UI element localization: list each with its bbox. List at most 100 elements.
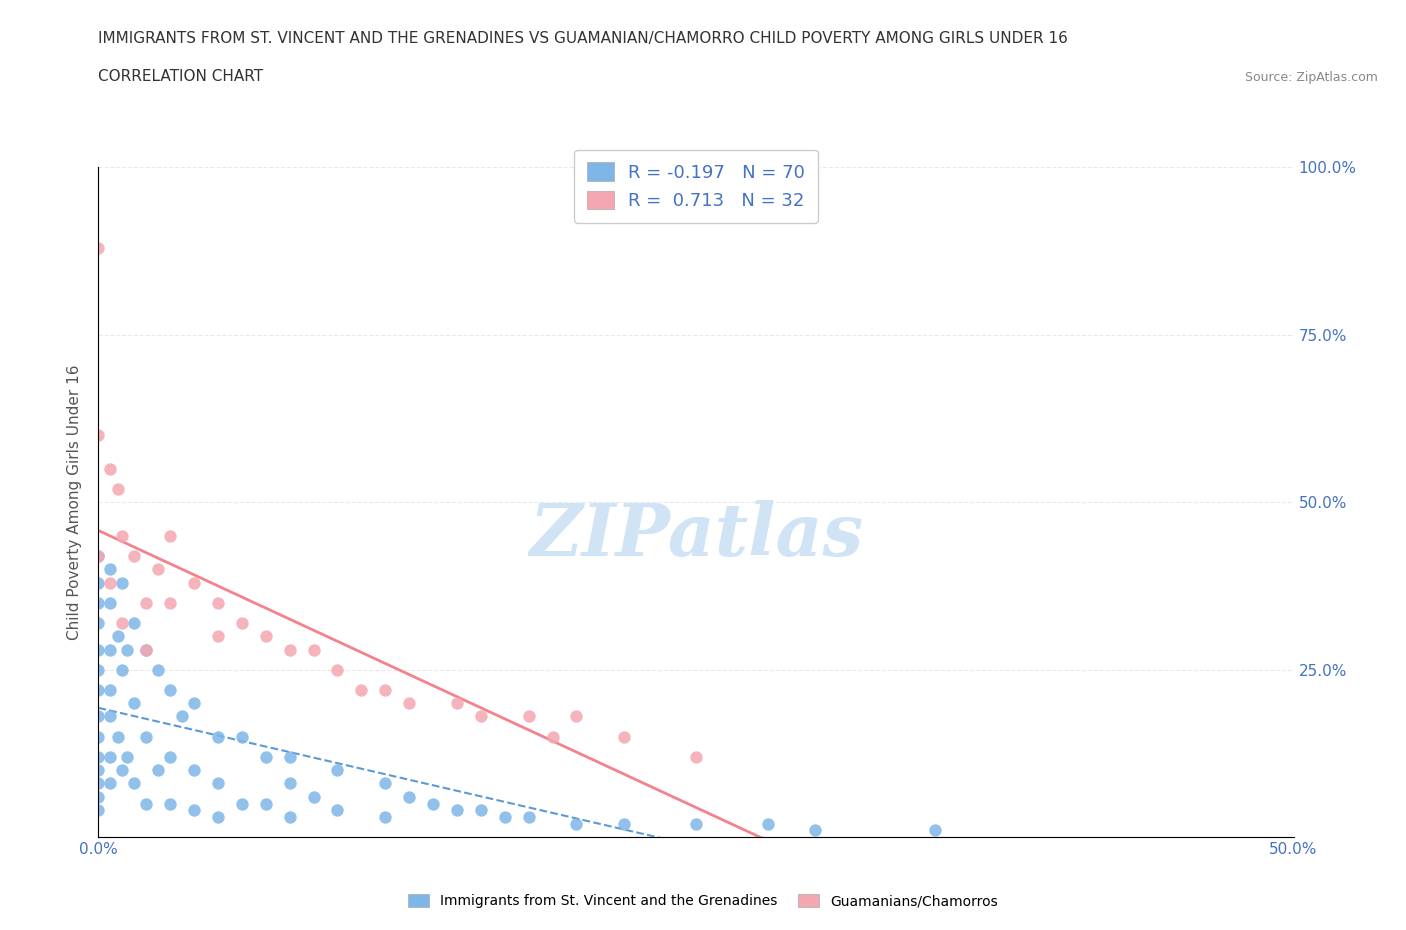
Point <box>422 796 444 811</box>
Point <box>107 629 129 644</box>
Point <box>207 809 229 824</box>
Point <box>446 696 468 711</box>
Point <box>924 823 946 838</box>
Legend: R = -0.197   N = 70, R =  0.713   N = 32: R = -0.197 N = 70, R = 0.713 N = 32 <box>574 150 818 222</box>
Point <box>148 562 170 577</box>
Point <box>302 790 325 804</box>
Point <box>159 528 181 543</box>
Point <box>254 796 277 811</box>
Point <box>148 662 170 677</box>
Point <box>374 809 396 824</box>
Point <box>446 803 468 817</box>
Point <box>231 616 253 631</box>
Point <box>87 616 110 631</box>
Text: Source: ZipAtlas.com: Source: ZipAtlas.com <box>1244 71 1378 84</box>
Point <box>278 750 301 764</box>
Point <box>159 595 181 610</box>
Point <box>87 776 110 790</box>
Point <box>159 683 181 698</box>
Point <box>111 763 134 777</box>
Point <box>87 549 110 564</box>
Point <box>124 616 146 631</box>
Point <box>207 776 229 790</box>
Text: ZIPatlas: ZIPatlas <box>529 500 863 571</box>
Point <box>135 729 157 744</box>
Point <box>115 750 138 764</box>
Point <box>87 595 110 610</box>
Point <box>254 629 277 644</box>
Point <box>124 696 146 711</box>
Text: CORRELATION CHART: CORRELATION CHART <box>98 69 263 84</box>
Point <box>326 662 349 677</box>
Point <box>326 803 349 817</box>
Point <box>756 817 779 831</box>
Point <box>398 696 420 711</box>
Point <box>98 575 122 590</box>
Point <box>278 809 301 824</box>
Point <box>565 709 588 724</box>
Point <box>517 809 540 824</box>
Point <box>98 562 122 577</box>
Point <box>98 709 122 724</box>
Point <box>87 549 110 564</box>
Point <box>87 803 110 817</box>
Point <box>87 750 110 764</box>
Point <box>87 575 110 590</box>
Point <box>87 662 110 677</box>
Point <box>183 696 205 711</box>
Y-axis label: Child Poverty Among Girls Under 16: Child Poverty Among Girls Under 16 <box>67 365 83 640</box>
Point <box>804 823 827 838</box>
Point <box>115 642 138 657</box>
Point <box>87 790 110 804</box>
Point <box>148 763 170 777</box>
Point <box>98 461 122 476</box>
Point <box>278 642 301 657</box>
Point <box>183 763 205 777</box>
Point <box>254 750 277 764</box>
Point <box>135 642 157 657</box>
Legend: Immigrants from St. Vincent and the Grenadines, Guamanians/Chamorros: Immigrants from St. Vincent and the Gren… <box>402 889 1004 914</box>
Text: IMMIGRANTS FROM ST. VINCENT AND THE GRENADINES VS GUAMANIAN/CHAMORRO CHILD POVER: IMMIGRANTS FROM ST. VINCENT AND THE GREN… <box>98 32 1069 46</box>
Point <box>111 575 134 590</box>
Point <box>98 683 122 698</box>
Point <box>124 776 146 790</box>
Point <box>98 776 122 790</box>
Point <box>183 803 205 817</box>
Point <box>398 790 420 804</box>
Point <box>172 709 194 724</box>
Point <box>613 729 636 744</box>
Point <box>159 796 181 811</box>
Point <box>98 642 122 657</box>
Point <box>278 776 301 790</box>
Point <box>107 482 129 497</box>
Point <box>87 763 110 777</box>
Point <box>87 729 110 744</box>
Point <box>613 817 636 831</box>
Point <box>231 796 253 811</box>
Point <box>565 817 588 831</box>
Point <box>87 240 110 255</box>
Point <box>87 709 110 724</box>
Point <box>159 750 181 764</box>
Point <box>470 709 492 724</box>
Point <box>350 683 373 698</box>
Point <box>207 595 229 610</box>
Point <box>135 642 157 657</box>
Point <box>111 662 134 677</box>
Point <box>207 729 229 744</box>
Point <box>685 817 707 831</box>
Point <box>231 729 253 744</box>
Point <box>302 642 325 657</box>
Point <box>98 595 122 610</box>
Point <box>374 776 396 790</box>
Point <box>98 750 122 764</box>
Point <box>374 683 396 698</box>
Point <box>685 750 707 764</box>
Point <box>87 428 110 443</box>
Point <box>326 763 349 777</box>
Point <box>517 709 540 724</box>
Point <box>183 575 205 590</box>
Point <box>124 549 146 564</box>
Point <box>470 803 492 817</box>
Point <box>87 642 110 657</box>
